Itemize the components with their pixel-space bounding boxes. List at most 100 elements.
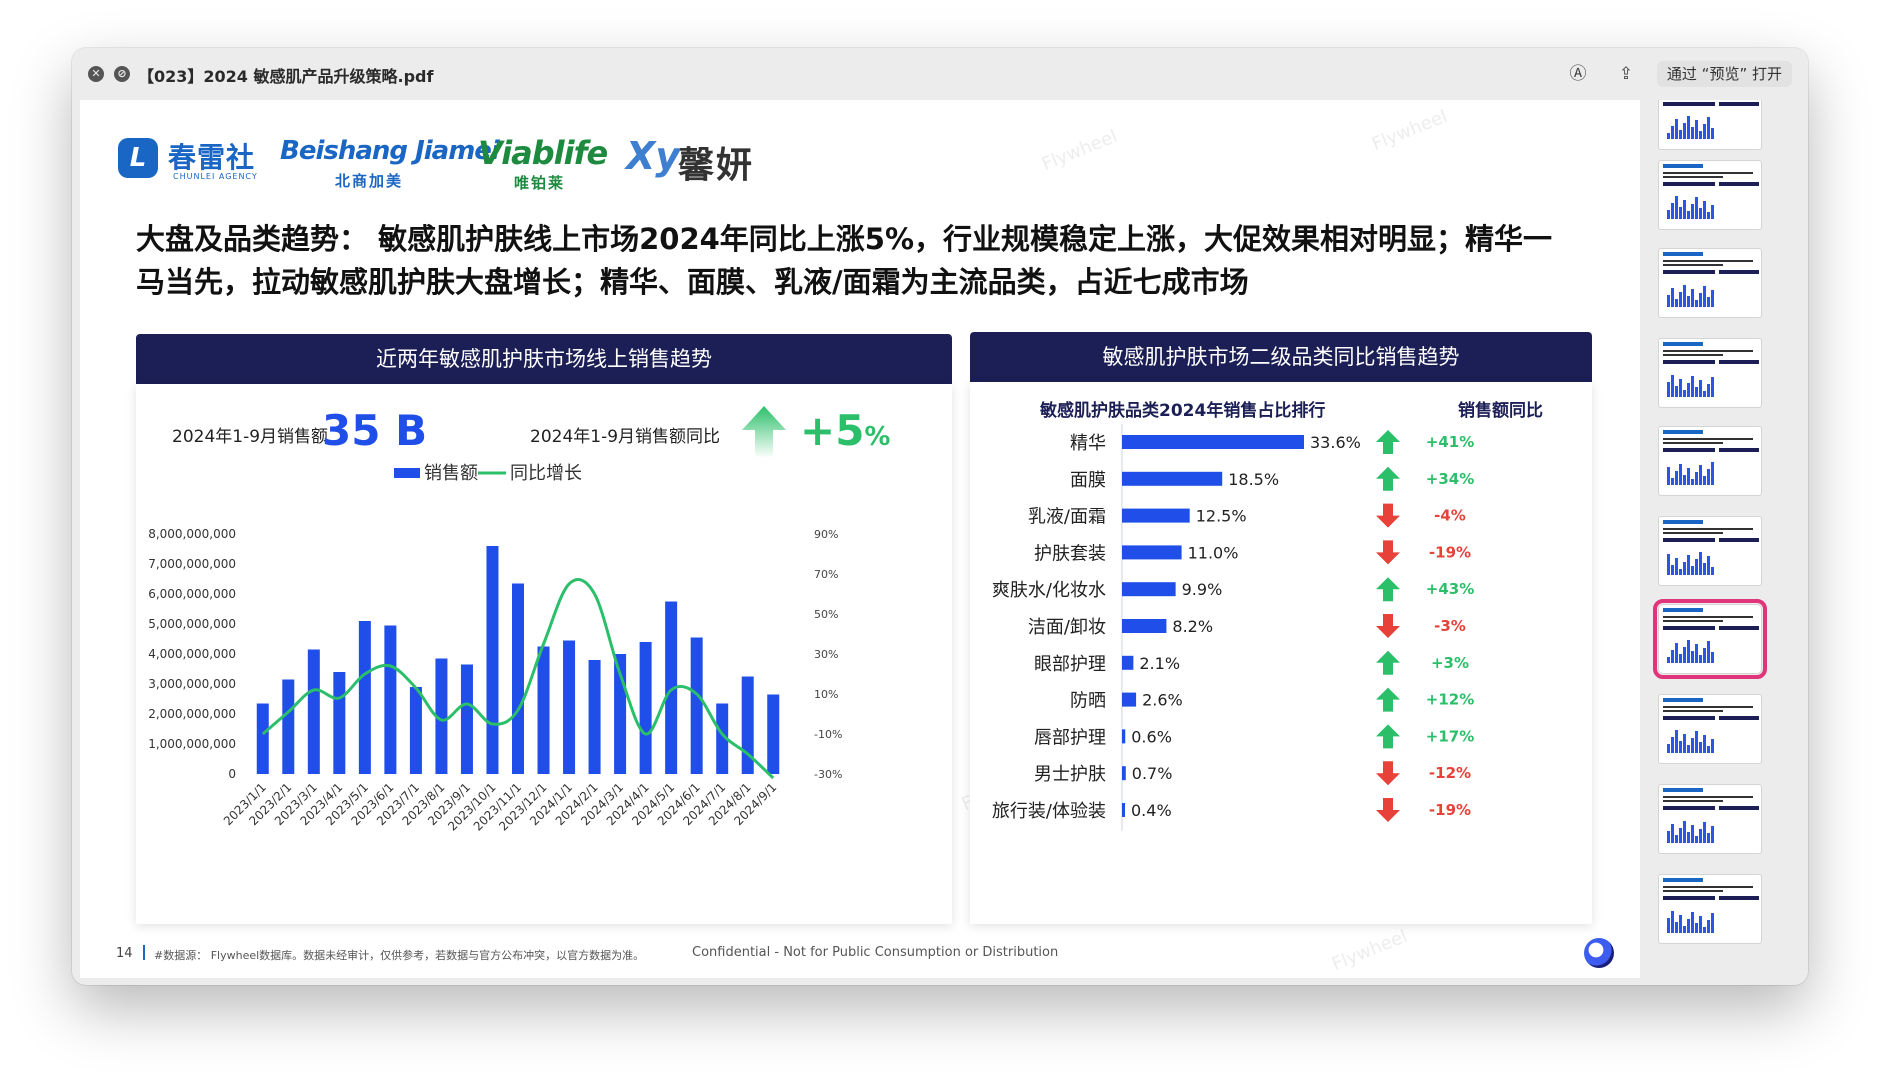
y-right-tick-label: -30% (814, 768, 842, 781)
page-thumbnail[interactable] (1653, 599, 1767, 679)
page-thumbnail[interactable] (1658, 516, 1762, 586)
sales-bar (741, 676, 754, 774)
yoy-column-header: 销售额同比 (1458, 401, 1543, 421)
y-right-tick-label: 10% (814, 688, 838, 701)
thumb-panel (1719, 102, 1759, 106)
thumb-bar (1711, 290, 1714, 307)
thumb-headline (1663, 260, 1753, 262)
thumb-bar (1711, 462, 1714, 485)
thumb-bar (1687, 211, 1690, 219)
thumb-bar (1707, 641, 1710, 663)
category-share-bar (1122, 508, 1190, 523)
thumb-headline (1663, 528, 1753, 530)
thumb-bar (1671, 375, 1674, 397)
y-left-tick-label: 5,000,000,000 (148, 617, 236, 631)
y-left-tick-label: 4,000,000,000 (148, 647, 236, 661)
thumb-bar (1679, 207, 1682, 219)
thumb-bar (1683, 926, 1686, 933)
thumb-bar (1687, 116, 1690, 139)
category-label: 爽肤水/化妆水 (992, 580, 1106, 601)
thumb-bar (1703, 476, 1706, 485)
page-thumbnail[interactable] (1658, 874, 1762, 944)
kpi-yoy-label: 2024年1-9月销售额同比 (530, 427, 721, 447)
page-thumbnail[interactable] (1658, 338, 1762, 408)
thumb-bar (1699, 742, 1702, 753)
category-share-label: 18.5% (1228, 470, 1279, 489)
thumb-bar (1703, 563, 1706, 575)
thumb-bar (1695, 923, 1698, 933)
thumb-panel (1663, 102, 1715, 106)
thumb-bar (1675, 643, 1678, 663)
page-thumbnail[interactable] (1658, 694, 1762, 764)
page-thumbnail[interactable] (1658, 100, 1762, 150)
page-thumbnails-sidebar[interactable] (1648, 100, 1808, 985)
thumb-bar (1691, 651, 1694, 663)
watermark: Flywheel (1368, 105, 1451, 156)
category-share-bar (1122, 692, 1137, 707)
thumb-bar (1695, 836, 1698, 843)
flywheel-logo-icon (1584, 938, 1614, 968)
right-panel-title: 敏感肌护肤市场二级品类同比销售趋势 (970, 332, 1592, 382)
beishang-logo-text: Beishang Jiamei (280, 136, 500, 166)
thumb-bar (1703, 286, 1706, 307)
thumb-bar (1711, 567, 1714, 575)
thumb-logo-strip (1663, 164, 1703, 168)
page-thumbnail[interactable] (1658, 248, 1762, 318)
y-right-tick-label: 90% (814, 528, 838, 541)
thumb-bar (1687, 640, 1690, 663)
thumb-bar (1683, 734, 1686, 753)
category-share-bar (1122, 655, 1134, 670)
thumb-bar (1679, 464, 1682, 485)
watermark: Flywheel (1038, 125, 1121, 176)
yoy-up-arrow-icon (1376, 650, 1400, 675)
category-share-bar (1122, 729, 1126, 744)
thumb-bar (1671, 288, 1674, 307)
markup-icon[interactable]: Ⓐ (1569, 64, 1587, 84)
thumb-bar (1671, 911, 1674, 933)
thumb-panel (1719, 448, 1759, 452)
yoy-up-arrow-icon (1376, 724, 1400, 749)
thumb-bar (1707, 212, 1710, 219)
sales-trend-chart: 销售额 同比增长 0 1,000,000,000 2,000,000,000 3,000,… (148, 463, 842, 834)
thumb-bar (1711, 913, 1714, 933)
thumb-bar (1667, 554, 1670, 575)
category-label: 洁面/卸妆 (1028, 617, 1106, 638)
thumb-bar (1679, 915, 1682, 933)
sales-bar (435, 658, 448, 774)
thumb-bar (1687, 745, 1690, 753)
yoy-down-arrow-icon (1376, 614, 1400, 638)
thumb-bar (1675, 196, 1678, 219)
thumb-bar (1675, 386, 1678, 397)
thumb-bar (1703, 201, 1706, 219)
thumb-bar (1699, 131, 1702, 139)
category-label: 防晒 (1070, 691, 1106, 712)
yoy-up-arrow-icon (1376, 577, 1400, 602)
share-icon[interactable]: ⇪ (1618, 64, 1634, 84)
legend-label-yoy: 同比增长 (510, 463, 582, 484)
thumb-bar (1691, 825, 1694, 843)
thumb-bar (1699, 552, 1702, 575)
thumb-bar (1667, 210, 1670, 219)
thumb-bar (1703, 822, 1706, 843)
open-in-preview-button[interactable]: 通过 “预览” 打开 (1656, 61, 1792, 87)
thumb-bar (1703, 927, 1706, 933)
page-number: 14 (116, 946, 133, 961)
thumb-bar (1679, 654, 1682, 663)
thumb-headline (1663, 796, 1753, 798)
thumb-headline (1663, 800, 1723, 802)
category-share-label: 9.9% (1182, 580, 1223, 599)
page-thumbnail[interactable] (1658, 426, 1762, 496)
thumb-bar (1707, 746, 1710, 753)
block-icon[interactable]: ⊘ (114, 66, 130, 82)
close-icon[interactable]: ✕ (88, 66, 104, 82)
page-thumbnail[interactable] (1658, 784, 1762, 854)
kpi-sales-value: 35 B (322, 406, 428, 455)
thumb-bar (1691, 376, 1694, 397)
yoy-down-arrow-icon (1376, 503, 1400, 528)
category-label: 唇部护理 (1034, 727, 1106, 748)
category-share-bar (1122, 619, 1167, 633)
thumb-bar (1687, 296, 1690, 307)
y-left-tick-label: 8,000,000,000 (148, 527, 236, 541)
page-thumbnail[interactable] (1658, 160, 1762, 230)
thumb-bar (1707, 117, 1710, 139)
